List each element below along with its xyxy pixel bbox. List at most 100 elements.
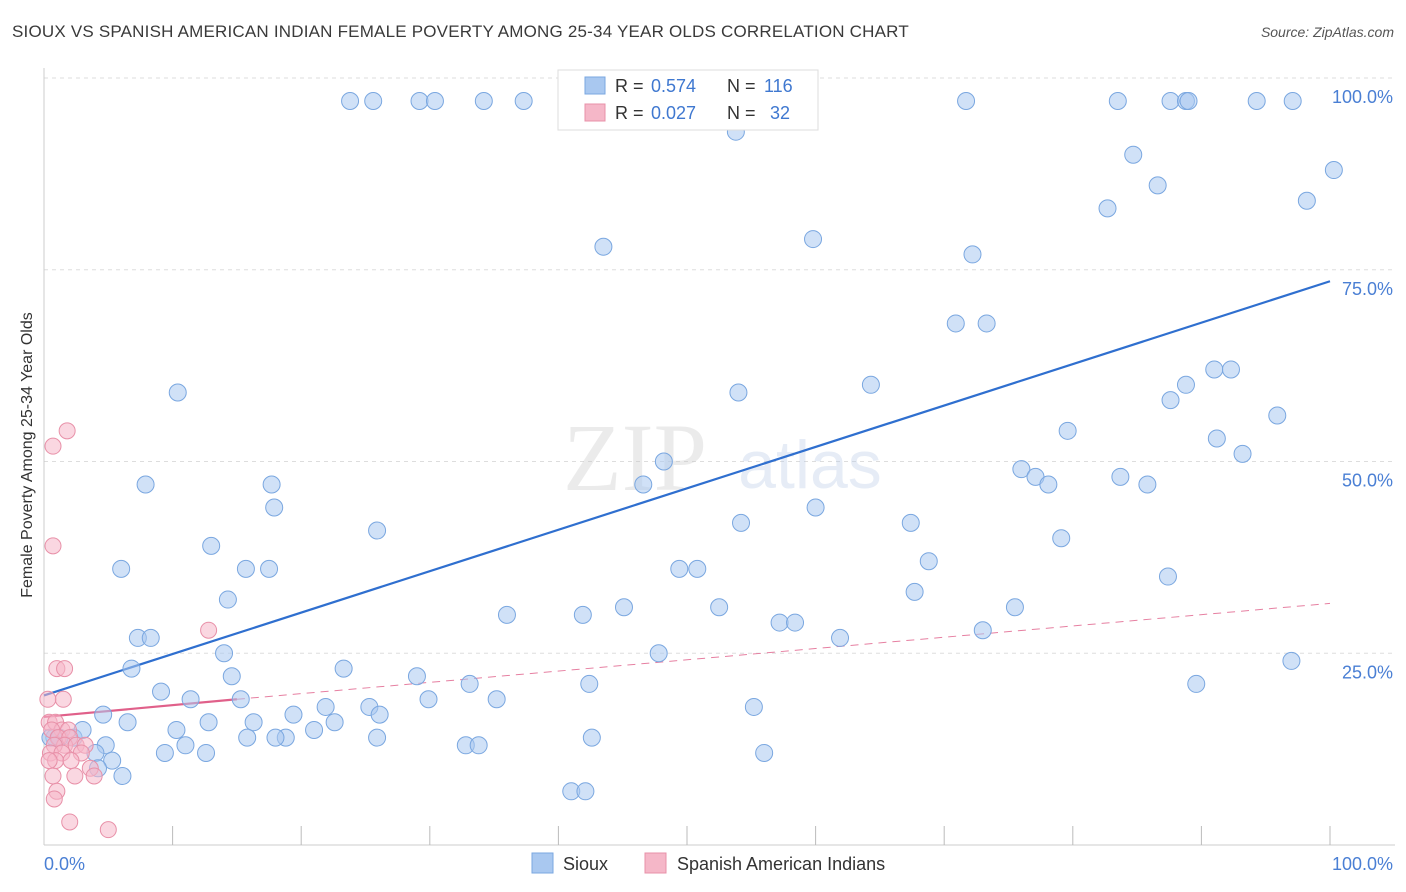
sioux-point xyxy=(1205,360,1224,379)
legend-bottom-label-sai: Spanish American Indians xyxy=(677,854,885,874)
sai-point xyxy=(62,752,80,770)
sioux-point xyxy=(1161,92,1180,111)
legend-top-swatch-sioux xyxy=(584,76,606,95)
sioux-point xyxy=(804,230,823,249)
y-tick-label-50: 50.0% xyxy=(1342,471,1393,491)
y-axis-label: Female Poverty Among 25-34 Year Olds xyxy=(19,312,36,598)
sai-point xyxy=(44,437,62,455)
sioux-point xyxy=(341,92,360,111)
sioux-point xyxy=(963,245,982,264)
sioux-point xyxy=(919,552,938,571)
sioux-point xyxy=(1207,429,1226,448)
sioux-point xyxy=(594,237,613,256)
sioux-point xyxy=(1052,529,1071,548)
sioux-point xyxy=(514,92,533,111)
legend-top-n-label-sai: N = xyxy=(727,103,756,123)
sioux-point xyxy=(946,314,965,333)
sioux-point xyxy=(1282,651,1301,670)
sioux-point xyxy=(368,521,387,540)
sioux-point xyxy=(1111,467,1130,486)
sioux-point xyxy=(1012,460,1031,479)
sioux-point xyxy=(1158,567,1177,586)
legend-top-n-value-sioux: 116 xyxy=(764,76,793,96)
sioux-point xyxy=(197,743,216,762)
sioux-point xyxy=(688,559,707,578)
sioux-point xyxy=(576,782,595,801)
sioux-point xyxy=(469,736,488,755)
sioux-trend-line xyxy=(43,280,1331,697)
sai-point xyxy=(200,621,218,639)
sioux-point xyxy=(176,736,195,755)
sai-point xyxy=(44,537,62,555)
sioux-point xyxy=(580,674,599,693)
legend-top-r-value-sai: 0.027 xyxy=(651,103,696,123)
x-tick-label-min: 0.0% xyxy=(44,854,85,874)
sioux-point xyxy=(861,375,880,394)
sioux-point xyxy=(786,613,805,632)
sai-point xyxy=(56,660,74,678)
sioux-point xyxy=(1297,191,1316,210)
sioux-point xyxy=(407,667,426,686)
legend-bottom-swatch-sioux xyxy=(531,852,554,874)
sioux-point xyxy=(957,92,976,111)
legend-top-r-value-sioux: 0.574 xyxy=(651,76,696,96)
sioux-point xyxy=(199,713,218,732)
legend-top: R = 0.574 N = 116 R = 0.027 N = 32 xyxy=(557,69,819,131)
sioux-point xyxy=(305,720,324,739)
sioux-point xyxy=(710,598,729,617)
sioux-point xyxy=(118,713,137,732)
axes xyxy=(43,68,1395,846)
sioux-point xyxy=(202,536,221,555)
legend-bottom-label-sioux: Sioux xyxy=(563,854,608,874)
watermark: ZIP atlas xyxy=(563,404,882,511)
sioux-point xyxy=(460,674,479,693)
sioux-point xyxy=(831,628,850,647)
sioux-point xyxy=(167,720,186,739)
x-tick-label-max: 100.0% xyxy=(1332,854,1393,874)
spanish-american-indian-points xyxy=(39,422,218,839)
legend-top-r-label-sai: R = xyxy=(615,103,644,123)
sioux-point xyxy=(905,582,924,601)
sai-trend-line xyxy=(43,698,238,719)
sioux-point xyxy=(649,644,668,663)
sioux-point xyxy=(1176,375,1195,394)
sioux-point xyxy=(231,690,250,709)
y-tick-label-75: 75.0% xyxy=(1342,279,1393,299)
sioux-point xyxy=(1187,674,1206,693)
sioux-point xyxy=(614,598,633,617)
sioux-point xyxy=(222,667,241,686)
sioux-point xyxy=(744,697,763,716)
sioux-point xyxy=(1283,92,1302,111)
sioux-point xyxy=(181,690,200,709)
sioux-point xyxy=(122,659,141,678)
sioux-point xyxy=(316,697,335,716)
sioux-point xyxy=(729,383,748,402)
sioux-point xyxy=(1108,92,1127,111)
sioux-point xyxy=(265,498,284,517)
sioux-point xyxy=(155,743,174,762)
sioux-point xyxy=(573,605,592,624)
sioux-point xyxy=(1247,92,1266,111)
sioux-point xyxy=(1098,199,1117,218)
legend-top-r-label-sioux: R = xyxy=(615,76,644,96)
sai-point xyxy=(40,752,58,770)
sioux-point xyxy=(112,559,131,578)
sioux-point xyxy=(654,452,673,471)
sioux-point xyxy=(260,559,279,578)
sioux-points xyxy=(41,92,1343,801)
sioux-point xyxy=(1268,406,1287,425)
sioux-point xyxy=(670,559,689,578)
sioux-point xyxy=(370,705,389,724)
sioux-point xyxy=(136,475,155,494)
sai-point xyxy=(61,813,79,831)
sioux-point xyxy=(474,92,493,111)
sioux-point xyxy=(425,92,444,111)
sioux-point xyxy=(325,713,344,732)
sioux-point xyxy=(487,690,506,709)
sioux-point xyxy=(334,659,353,678)
sioux-point xyxy=(1124,145,1143,164)
sioux-point xyxy=(582,728,601,747)
sioux-point xyxy=(141,628,160,647)
watermark-zip: ZIP xyxy=(563,404,707,511)
sioux-point xyxy=(755,743,774,762)
